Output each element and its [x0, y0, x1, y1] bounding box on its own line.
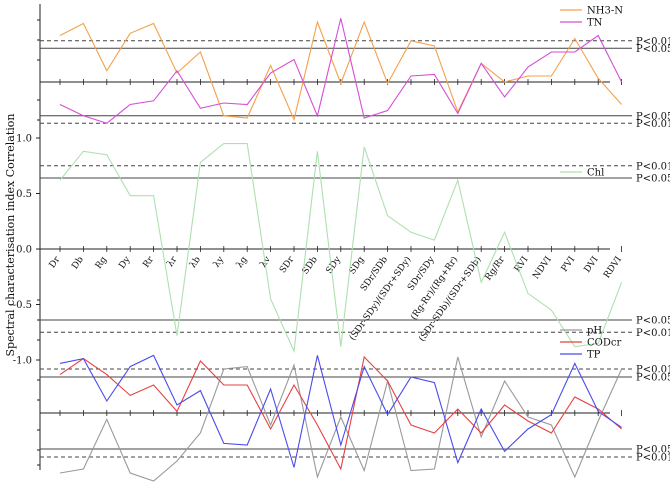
threshold-label: P<0.01	[636, 453, 670, 464]
threshold-label: P<0.01	[636, 119, 670, 130]
threshold-label: P<0.05	[636, 445, 670, 456]
series-line-pH	[59, 356, 623, 482]
x-category-label: λy	[212, 254, 227, 269]
series-line-CODcr	[59, 355, 622, 471]
threshold-label: P<0.01	[636, 161, 670, 172]
x-category-label: Rr	[142, 254, 157, 269]
x-category-label: RVI	[513, 255, 531, 275]
threshold-label: P<0.01	[636, 36, 670, 47]
legend-label: NH3-N	[587, 6, 623, 17]
plot-area: 1.00.50.0-0.5-1.0Dr Db Rg Dy Rr λr λb λy λg λv SDr…	[13, 4, 670, 482]
threshold-label: P<0.05	[636, 111, 670, 122]
x-category-label: λr	[166, 254, 180, 269]
y-tick-label: -1.0	[13, 356, 32, 367]
x-category-label: Dr	[48, 254, 63, 270]
y-tick-label: 0.0	[16, 245, 32, 256]
y-axis-label: Spectral characterisation index Correlat…	[4, 114, 17, 357]
x-category-label: SDr	[278, 254, 297, 275]
legend-label: CODcr	[587, 338, 621, 349]
legend-label: TN	[587, 18, 603, 29]
y-tick-label: 0.5	[16, 189, 32, 200]
y-tick-label: -0.5	[13, 300, 32, 311]
threshold-label: P<0.01	[636, 328, 670, 339]
x-category-label: PVI	[560, 255, 578, 274]
x-category-label: λg	[235, 255, 250, 270]
x-category-label: RDVI	[602, 255, 624, 281]
x-category-label: NDVI	[531, 255, 554, 282]
series-line-TN	[59, 18, 623, 124]
series-line-NH3-N	[59, 20, 623, 122]
threshold-label: P<0.01	[636, 365, 670, 376]
series-line-Chl	[59, 143, 623, 354]
threshold-label: P<0.05	[636, 173, 670, 184]
series-line-TP	[59, 354, 622, 468]
legend-label: TP	[587, 350, 601, 361]
x-category-label: SDy	[324, 254, 343, 276]
x-category-label: Db	[70, 255, 86, 272]
x-category-label: λb	[188, 255, 203, 270]
threshold-label: P<0.05	[636, 44, 670, 55]
legend-label: pH	[587, 326, 602, 337]
x-category-label: Rg	[94, 255, 110, 271]
x-category-label: DVI	[583, 255, 601, 275]
threshold-label: P<0.05	[636, 373, 670, 384]
legend-label: Chl	[587, 168, 604, 179]
x-category-label: Dy	[117, 254, 133, 271]
y-tick-label: 1.0	[16, 134, 32, 145]
threshold-label: P<0.05	[636, 316, 670, 327]
